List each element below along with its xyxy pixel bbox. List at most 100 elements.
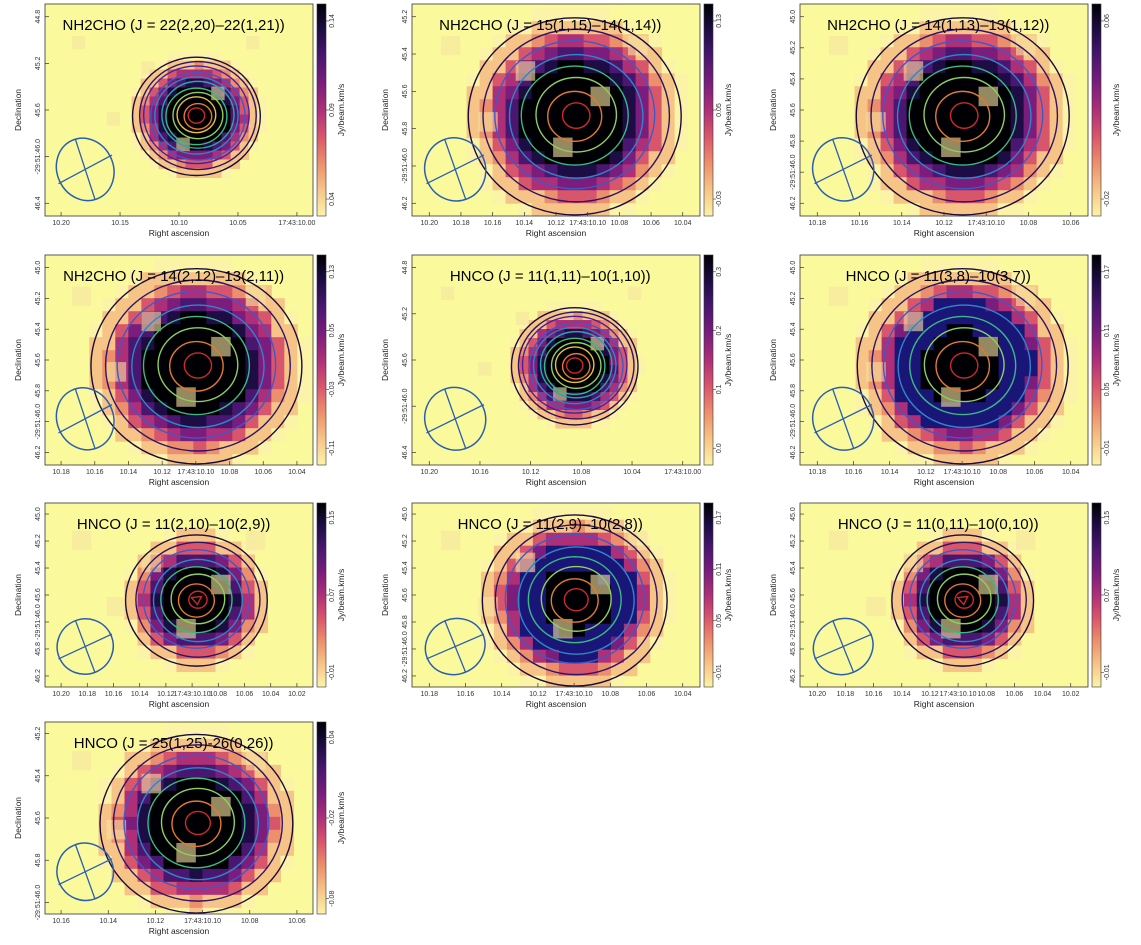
map-pixel [140,114,151,124]
map-pixel [228,777,242,792]
panel-title: HNCO (J = 11(2,9)–10(2,8)) [458,516,643,533]
map-pixel [215,829,229,844]
map-pixel [929,645,944,660]
colorbar-label: Jy/beam.km/s [1111,569,1121,621]
map-pixel [215,632,229,647]
map-pixel [596,73,611,87]
map-pixel [1023,190,1038,204]
map-pixel [906,125,921,139]
map-pixel [531,138,546,152]
map-pixel [167,150,178,160]
map-pixel [537,383,547,393]
map-pixel [600,338,610,348]
x-tick-label: 17:43:10.10 [184,918,221,925]
map-pixel [1036,73,1051,87]
map-pixel [880,190,895,204]
map-pixel [212,78,223,88]
map-pixel [193,389,207,403]
map-pixel [867,99,882,113]
x-tick-label: 10.08 [611,220,629,227]
map-pixel [150,738,164,753]
panel-title: NH2CHO (J = 14(2,12)–13(2,11)) [63,268,284,285]
map-pixel [267,803,281,818]
map-pixel [519,392,529,402]
map-pixel [189,816,203,831]
x-axis-label: Right ascension [526,228,587,238]
colorbar-tick-label: 0.14 [329,14,336,28]
map-pixel [71,530,92,551]
map-pixel [297,363,311,377]
map-pixel [257,96,268,106]
map-pixel [997,99,1012,113]
map-pixel [180,454,194,465]
y-axis-label: Declination [380,89,390,131]
map-pixel [1010,164,1025,178]
map-pixel [622,99,637,113]
map-pixel [531,99,546,113]
map-pixel [985,311,1000,325]
map-pixel [932,8,947,22]
map-pixel [958,151,973,165]
y-tick-label: 45.4 [790,322,797,336]
map-pixel [257,105,268,115]
map-pixel [867,151,882,165]
map-pixel [248,123,259,133]
map-pixel [627,392,637,402]
map-pixel [124,842,138,857]
map-pixel [906,34,921,48]
map-pixel [189,645,203,660]
map-pixel [131,96,142,106]
map-pixel [176,580,190,595]
map-pixel [185,96,196,106]
x-tick-label: 10.14 [893,691,911,698]
contour [855,17,1070,216]
map-pixel [920,389,935,403]
x-tick-label: 10.12 [935,220,953,227]
map-pixel [167,87,178,97]
panel-nh2cho-14-2-12: NH2CHO (J = 14(2,12)–13(2,11)) 10.18 10.16… [5,253,355,491]
map-pixel [618,401,628,411]
map-pixel [932,125,947,139]
map-pixel [570,164,585,178]
map-pixel [648,60,663,74]
map-pixel [591,356,601,366]
map-pixel [149,96,160,106]
map-pixel [985,298,1000,312]
map-pixel [241,554,255,569]
map-pixel [519,329,529,339]
map-pixel [241,842,255,857]
map-pixel [959,363,974,377]
contour [165,87,228,146]
map-pixel [972,428,987,442]
map-pixel [518,177,533,191]
map-pixel [219,272,233,286]
panel-svg: HNCO (J = 11(3,8)–10(3,7)) 10.18 10.16 10.1… [768,254,1121,487]
map-pixel [946,324,961,338]
map-pixel [622,60,637,74]
map-pixel [557,99,572,113]
map-pixel [230,60,241,70]
map-pixel [618,374,628,384]
map-pixel [245,389,259,403]
map-pixel [212,51,223,61]
beam-ellipse [424,617,486,676]
map-pixel [176,114,187,124]
map-pixel [215,619,229,634]
panel-title: NH2CHO (J = 22(2,20)–22(1,21)) [63,17,285,34]
map-pixel [258,311,272,325]
map-pixel [1023,164,1038,178]
contour [142,548,251,649]
map-pixel [189,764,203,779]
map-pixel [600,410,610,420]
map-pixel [894,428,909,442]
map-pixel [128,363,142,377]
map-pixel [493,545,508,560]
x-tick-label: 10.08 [241,918,259,925]
map-pixel [241,829,255,844]
map-pixel [492,177,507,191]
map-pixel [194,51,205,61]
map-pixel [907,428,922,442]
x-axis-label: Right ascension [914,699,975,709]
map-pixel [254,593,268,608]
contour [870,28,1059,203]
